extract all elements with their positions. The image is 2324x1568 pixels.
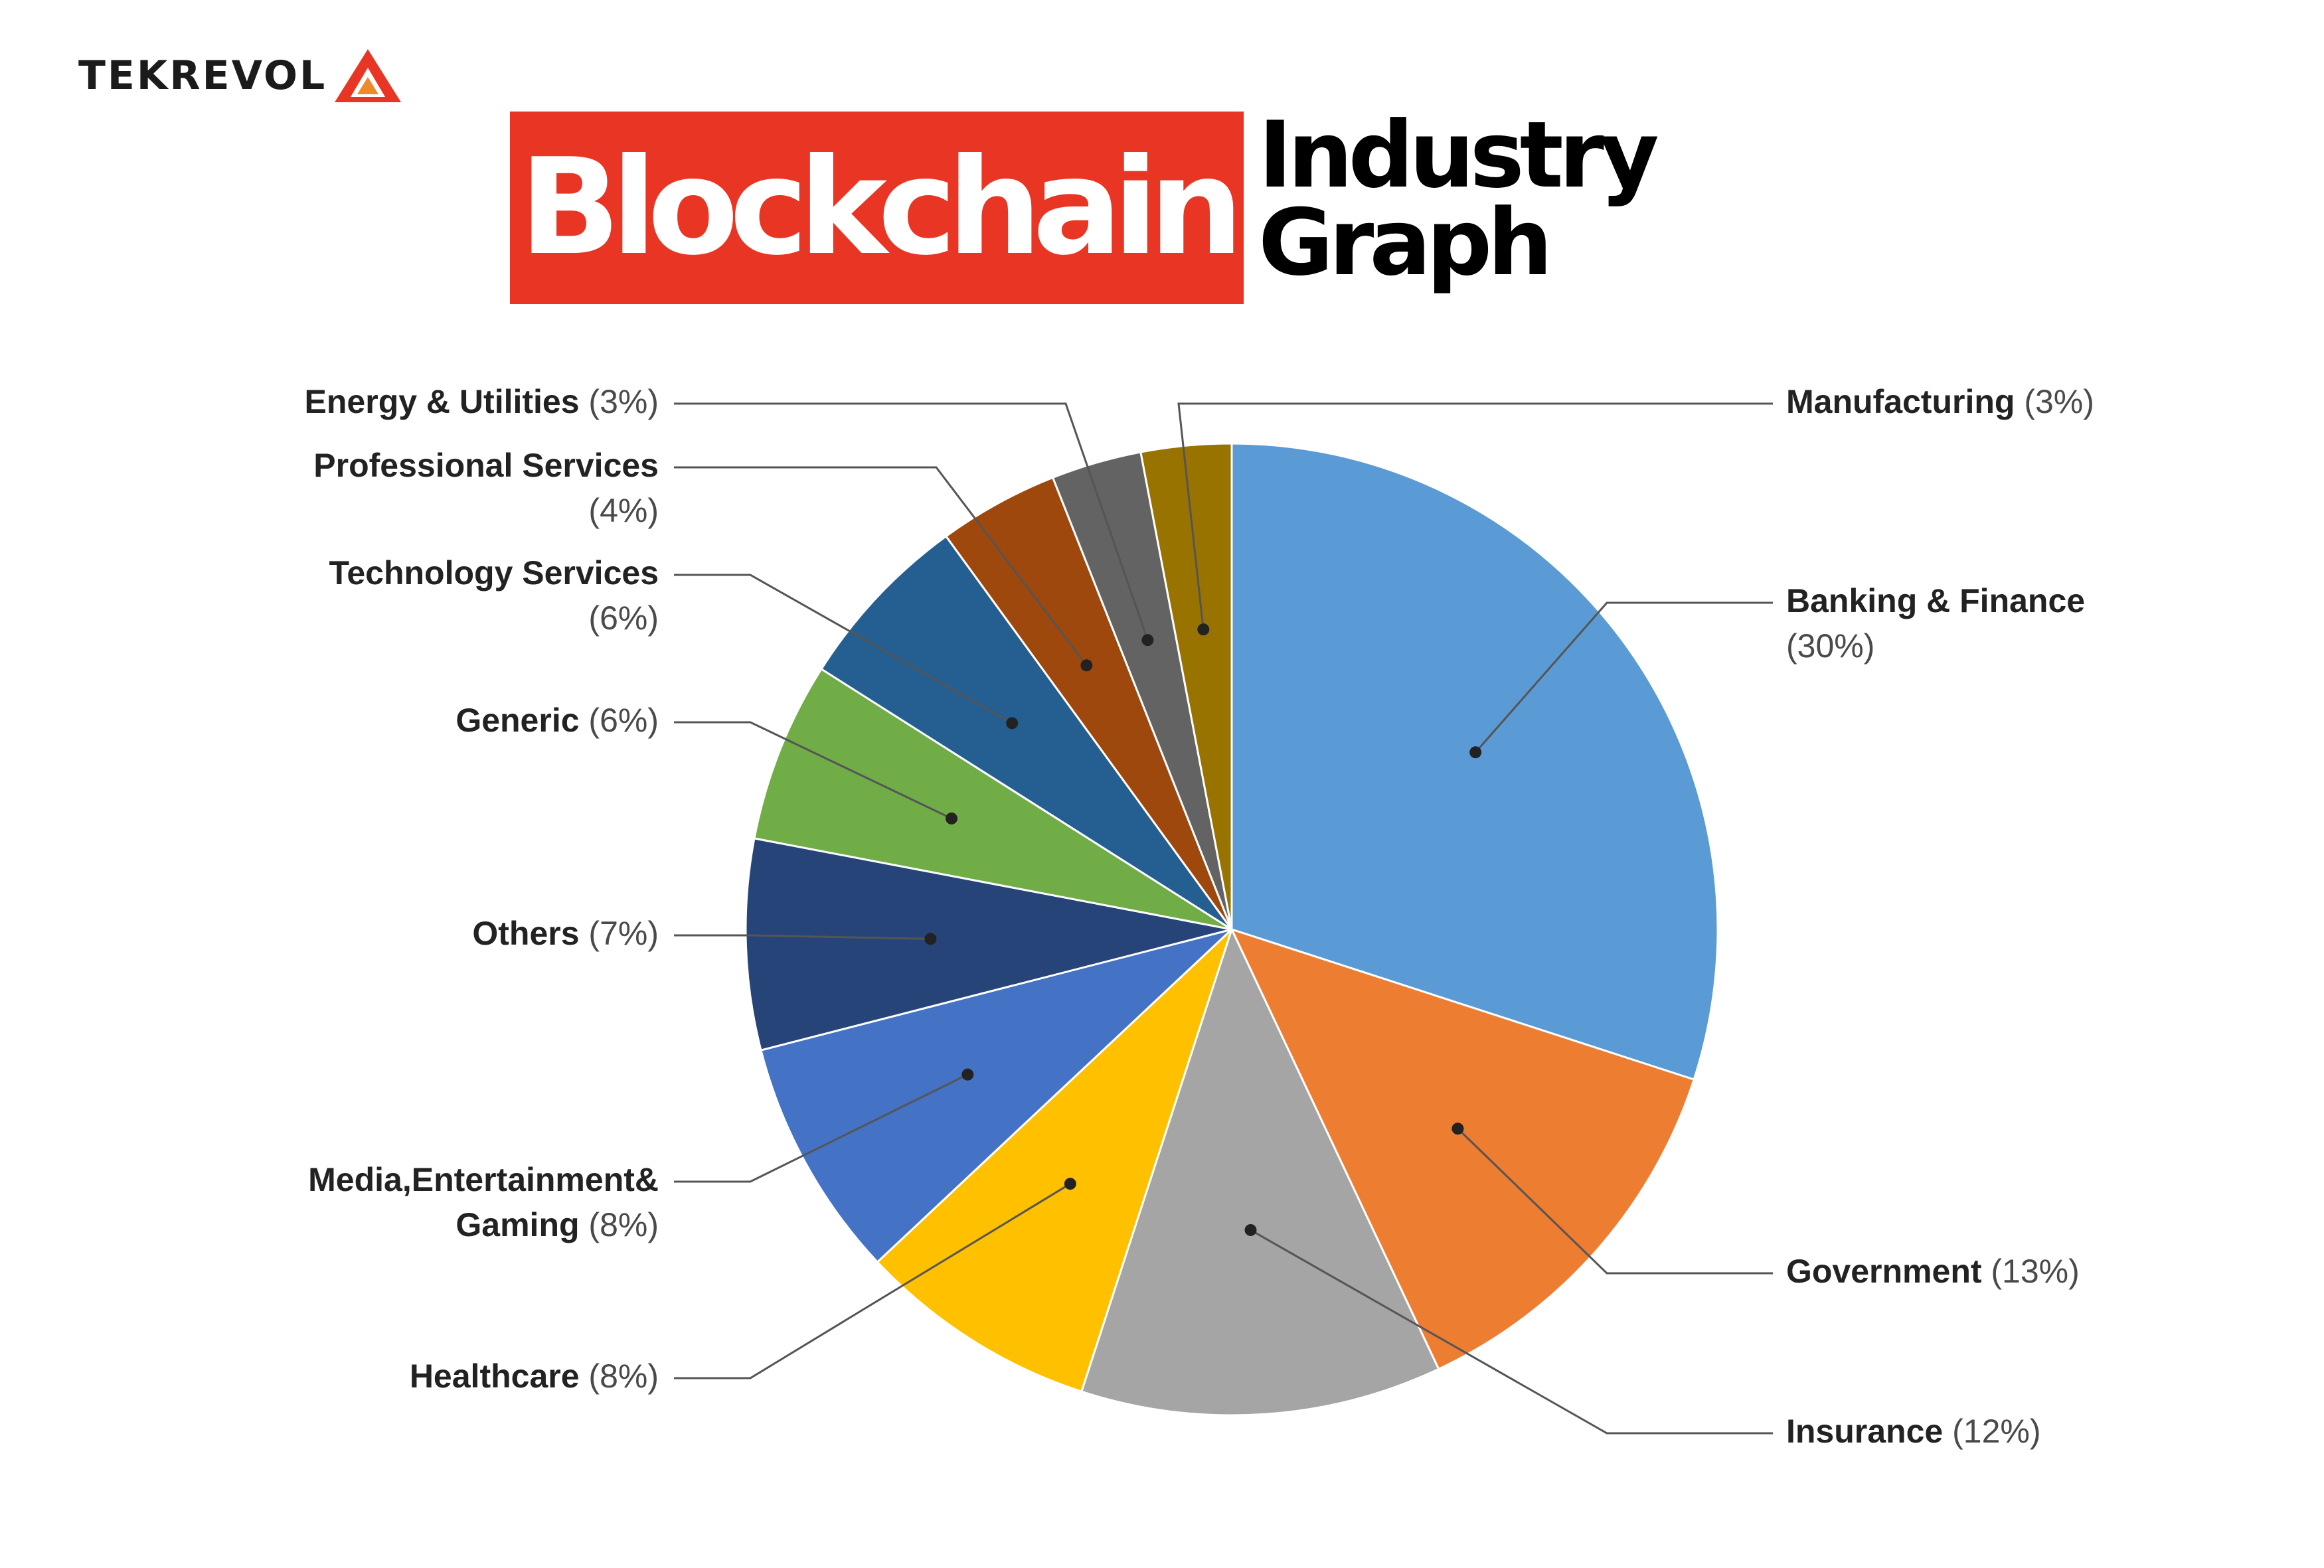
slice-label-line2: (30%) [1786,627,1874,665]
slice-label-percent: (30%) [1786,627,1874,665]
slice-label-percent: (3%) [580,383,659,420]
title-highlight-box [510,112,1244,304]
title-line-1: Industry [1258,102,1659,208]
slice-label: Professional Services [313,447,659,484]
leader-dot [1064,1178,1076,1190]
slice-label-name-2: Gaming [456,1206,588,1243]
leader-dot [924,933,937,945]
pie-slice-banking-finance [1230,442,1719,1081]
logo-text: TEKREVOL [78,52,327,99]
leader-line [1457,1128,1773,1275]
leader-line [674,402,1149,641]
slice-label-name: Professional Services [313,447,659,484]
slice-label-name: Technology Services [329,554,659,591]
leader-dot [1141,634,1154,647]
leader-dot [1080,659,1093,672]
pie-slice-insurance [1080,926,1440,1417]
slice-label: Government (13%) [1786,1253,2080,1290]
leader-dot [1006,717,1019,730]
leader-line [1475,601,1773,753]
leader-dot [1197,623,1210,636]
slice-label-line2: (6%) [588,599,659,637]
slice-label-percent: (7%) [580,915,659,952]
leader-line [674,721,952,820]
title-rest: Industry Graph [1258,102,1723,296]
slice-label-name: Banking & Finance [1786,582,2085,619]
leader-dot [961,1068,974,1081]
pie-slice-government [1230,927,1696,1371]
leader-dot [1244,1223,1257,1236]
tekrevol-logo: TEKREVOL [78,42,402,109]
slice-label-percent: (12%) [1943,1413,2040,1450]
slice-label-line2: (4%) [588,492,659,529]
leader-dot [1452,1123,1464,1135]
slice-label: Insurance (12%) [1786,1413,2040,1450]
slice-label: Energy & Utilities (3%) [305,383,659,420]
slice-label: Technology Services [329,554,659,591]
leader-line [674,934,931,940]
leader-dot [946,812,958,824]
title-highlight: Blockchain [519,130,1244,285]
pie-slice-generic [753,667,1232,931]
leader-line [674,466,1088,666]
slice-label: Others (7%) [472,915,659,952]
slice-label-percent: (6%) [580,702,659,739]
slice-label-percent: (6%) [588,599,659,637]
slice-label-name: Healthcare [410,1358,580,1395]
slice-label: Generic (6%) [456,702,659,739]
leader-line [674,1073,968,1183]
slice-label-name: Generic [456,702,579,739]
slice-label-name: Energy & Utilities [305,383,580,420]
slice-label-name: Government [1786,1253,1982,1290]
pie-slice-manufacturing [1139,442,1233,930]
pie-slice-others [744,837,1232,1052]
slice-label-percent: (4%) [588,492,659,529]
pie-slice-media-entertainment-gaming [760,928,1233,1264]
slice-label: Media,Entertainment& [308,1161,659,1198]
pie-slice-technology-services [819,534,1233,931]
slice-label: Banking & Finance [1786,582,2085,619]
leader-line [674,574,1013,724]
slice-label-percent: (8%) [588,1206,659,1243]
pie-slice-healthcare [876,928,1233,1393]
slice-label-name: Manufacturing [1786,383,2015,420]
slice-label: Healthcare (8%) [410,1358,659,1395]
slice-label-line2: Gaming (8%) [456,1206,659,1243]
slice-label: Manufacturing (3%) [1786,383,2094,420]
slice-label-percent: (3%) [2015,383,2094,420]
title-line-2: Graph [1258,189,1552,296]
pie-slice-professional-services [944,476,1233,930]
slice-label-percent: (8%) [580,1358,659,1395]
triangle-logo-icon [335,49,402,102]
leader-line [674,1182,1071,1379]
slice-label-percent: (13%) [1982,1253,2080,1290]
slice-label-name: Others [472,915,579,952]
slice-label-name: Media,Entertainment& [308,1161,659,1198]
leader-line [1177,402,1773,630]
leader-dot [1469,746,1482,759]
leader-line [1250,1229,1773,1435]
slice-label-name: Insurance [1786,1413,1943,1450]
